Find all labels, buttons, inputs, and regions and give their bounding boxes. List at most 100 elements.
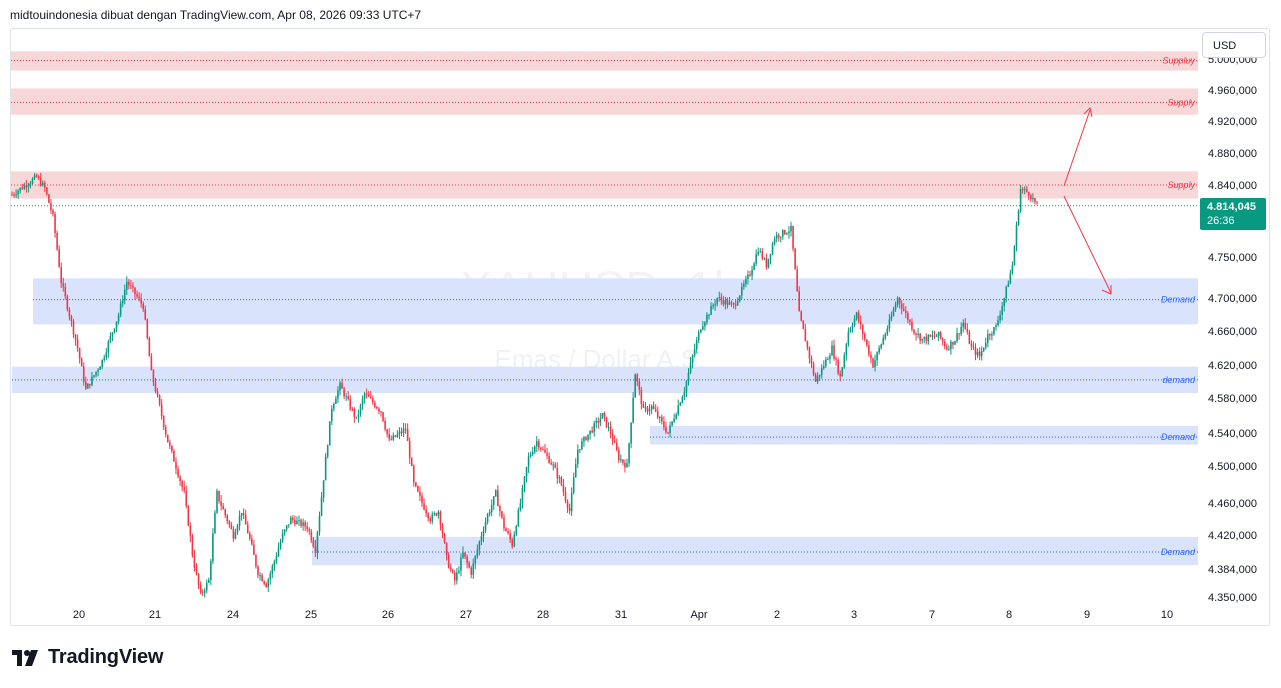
candle	[376, 406, 378, 410]
candle	[726, 297, 729, 309]
candle	[398, 427, 401, 440]
candle	[292, 515, 294, 524]
candle	[105, 347, 108, 361]
candle	[630, 422, 632, 449]
candle	[97, 368, 99, 377]
candle	[843, 352, 846, 369]
candle	[743, 280, 745, 290]
candle	[480, 531, 483, 546]
candle	[140, 293, 142, 308]
candle	[156, 388, 159, 398]
candle	[138, 292, 140, 302]
candle	[78, 347, 81, 364]
candle	[1023, 186, 1026, 195]
candle	[486, 512, 489, 525]
candle	[27, 182, 30, 193]
candle	[599, 412, 602, 427]
candle	[536, 435, 538, 452]
candle	[898, 296, 901, 309]
candle	[435, 512, 438, 517]
candle	[347, 391, 349, 401]
candle	[1036, 200, 1038, 205]
candle	[58, 245, 60, 268]
candle	[1009, 269, 1012, 285]
candle	[890, 311, 893, 322]
candle	[222, 502, 224, 510]
candle	[562, 479, 565, 496]
candle	[275, 552, 278, 565]
candle	[609, 421, 612, 439]
candle	[267, 577, 270, 592]
candle	[753, 261, 755, 271]
tradingview-logo-icon	[12, 649, 38, 666]
candle	[374, 400, 376, 409]
demand-zone	[650, 426, 1198, 445]
candle	[888, 314, 891, 332]
candle	[558, 475, 561, 484]
candle	[410, 456, 413, 467]
candle	[654, 404, 657, 413]
candle	[987, 329, 989, 348]
candle	[718, 291, 721, 302]
candle	[693, 343, 696, 358]
candle	[831, 340, 833, 356]
candle	[29, 181, 32, 189]
demand-zone	[312, 536, 1198, 566]
candle	[320, 491, 323, 517]
candle	[722, 295, 725, 307]
candle	[806, 340, 809, 351]
candle	[538, 438, 540, 451]
currency-button[interactable]: USD	[1202, 32, 1266, 58]
candle	[224, 508, 226, 518]
candle	[378, 406, 380, 415]
candle	[111, 332, 114, 342]
chart-frame	[10, 28, 1270, 626]
candle	[115, 321, 118, 333]
candle	[618, 446, 620, 464]
candle	[759, 247, 762, 253]
tradingview-logo[interactable]: TradingView	[12, 646, 163, 669]
candle	[396, 430, 399, 438]
candle	[554, 461, 557, 469]
candle	[37, 174, 40, 181]
candle	[400, 427, 403, 437]
candle	[355, 416, 358, 420]
candle	[802, 320, 805, 330]
candle	[300, 518, 302, 528]
candle	[691, 354, 694, 369]
candle	[964, 317, 967, 330]
candle	[85, 376, 87, 391]
candle	[1015, 221, 1018, 252]
candle	[240, 513, 243, 521]
candle	[454, 570, 456, 586]
y-axis-tick-label: 4.960,000	[1208, 85, 1257, 97]
candle	[351, 406, 354, 412]
candle	[542, 446, 544, 451]
arrow-down-line	[1063, 195, 1112, 294]
candle	[48, 193, 50, 204]
candle	[798, 286, 800, 312]
candle	[425, 505, 427, 518]
candle	[529, 451, 532, 458]
candle	[251, 534, 253, 546]
candle	[794, 247, 796, 270]
candle	[316, 530, 319, 560]
candle	[212, 528, 214, 565]
candle	[902, 303, 905, 312]
candle	[335, 395, 337, 405]
candle	[946, 343, 948, 351]
candle	[519, 498, 522, 512]
candle	[66, 294, 69, 312]
candle	[941, 337, 944, 346]
candle	[74, 333, 77, 346]
y-axis-tick-label: 4.580,000	[1208, 393, 1257, 405]
candle	[134, 287, 136, 300]
candle	[1007, 280, 1010, 288]
candle	[238, 510, 241, 531]
candle	[800, 310, 803, 322]
candle	[162, 415, 165, 431]
candle	[531, 447, 534, 456]
y-axis-tick-label: 4.540,000	[1208, 428, 1257, 440]
candle	[33, 172, 36, 181]
